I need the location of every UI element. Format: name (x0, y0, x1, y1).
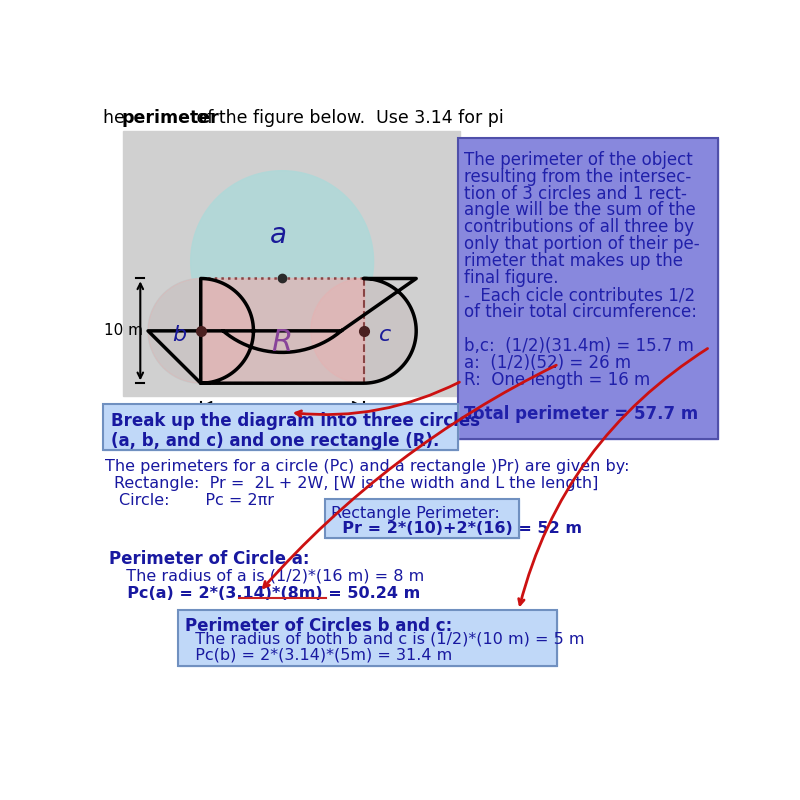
Bar (178, 610, 558, 666)
Bar (458, 138, 718, 438)
Text: a:  (1/2)(52) = 26 m: a: (1/2)(52) = 26 m (464, 354, 631, 372)
Text: Pr = 2*(10)+2*(16) = 52 m: Pr = 2*(10)+2*(16) = 52 m (331, 521, 582, 536)
Text: a: a (270, 221, 286, 249)
Bar (201, 278, 363, 383)
Text: Total perimeter = 57.7 m: Total perimeter = 57.7 m (464, 405, 698, 422)
Text: The perimeter of the object: The perimeter of the object (464, 150, 693, 169)
Polygon shape (311, 278, 416, 383)
Text: resulting from the intersec-: resulting from the intersec- (464, 168, 691, 186)
Text: he: he (103, 109, 130, 126)
Bar (103, 404, 458, 450)
Text: -  Each cicle contributes 1/2: - Each cicle contributes 1/2 (464, 286, 695, 304)
Text: b: b (172, 325, 186, 345)
Text: of the figure below.  Use 3.14 for pi: of the figure below. Use 3.14 for pi (191, 109, 504, 126)
Bar (123, 130, 460, 396)
Bar (201, 278, 363, 383)
Text: The radius of both b and c is (1/2)*(10 m) = 5 m: The radius of both b and c is (1/2)*(10 … (186, 632, 585, 647)
Polygon shape (148, 278, 254, 383)
Bar (178, 610, 558, 666)
Text: b,c:  (1/2)(31.4m) = 15.7 m: b,c: (1/2)(31.4m) = 15.7 m (464, 337, 694, 355)
Text: The radius of a is (1/2)*(16 m) = 8 m: The radius of a is (1/2)*(16 m) = 8 m (116, 569, 425, 584)
Polygon shape (190, 170, 374, 353)
Text: c: c (379, 325, 391, 345)
Bar (325, 499, 518, 538)
Text: Perimeter of Circles b and c:: Perimeter of Circles b and c: (186, 617, 453, 634)
Text: final figure.: final figure. (464, 270, 558, 287)
Text: Rectangle:  Pr =  2L + 2W, [W is the width and L the length]: Rectangle: Pr = 2L + 2W, [W is the width… (114, 476, 598, 491)
Text: rimeter that makes up the: rimeter that makes up the (464, 252, 683, 270)
Text: Pc(a) = 2*(3.14)*(8m) = 50.24 m: Pc(a) = 2*(3.14)*(8m) = 50.24 m (116, 586, 421, 601)
Bar (325, 499, 518, 538)
Polygon shape (148, 278, 254, 383)
Polygon shape (311, 278, 416, 383)
Text: Perimeter of Circle a:: Perimeter of Circle a: (109, 550, 309, 568)
Text: Pc(b) = 2*(3.14)*(5m) = 31.4 m: Pc(b) = 2*(3.14)*(5m) = 31.4 m (186, 647, 453, 662)
Text: of their total circumference:: of their total circumference: (464, 303, 698, 321)
Text: angle will be the sum of the: angle will be the sum of the (464, 202, 696, 219)
Text: The perimeters for a circle (Pc) and a rectangle )Pr) are given by:: The perimeters for a circle (Pc) and a r… (105, 459, 629, 474)
Text: only that portion of their pe-: only that portion of their pe- (464, 235, 700, 254)
Text: Circle:       Pc = 2πr: Circle: Pc = 2πr (118, 494, 274, 508)
Text: tion of 3 circles and 1 rect-: tion of 3 circles and 1 rect- (464, 185, 687, 202)
Text: perimeter: perimeter (122, 109, 219, 126)
Text: 16 m: 16 m (262, 408, 302, 423)
Text: R: R (271, 328, 293, 357)
Text: contributions of all three by: contributions of all three by (464, 218, 694, 237)
Bar (458, 138, 718, 438)
Text: R:  One length = 16 m: R: One length = 16 m (464, 371, 650, 389)
Text: 10 m: 10 m (104, 323, 142, 338)
Text: Rectangle Perimeter:: Rectangle Perimeter: (331, 506, 500, 521)
Text: Break up the diagram into three circles
(a, b, and c) and one rectangle (R).: Break up the diagram into three circles … (111, 412, 480, 450)
Bar (103, 404, 458, 450)
